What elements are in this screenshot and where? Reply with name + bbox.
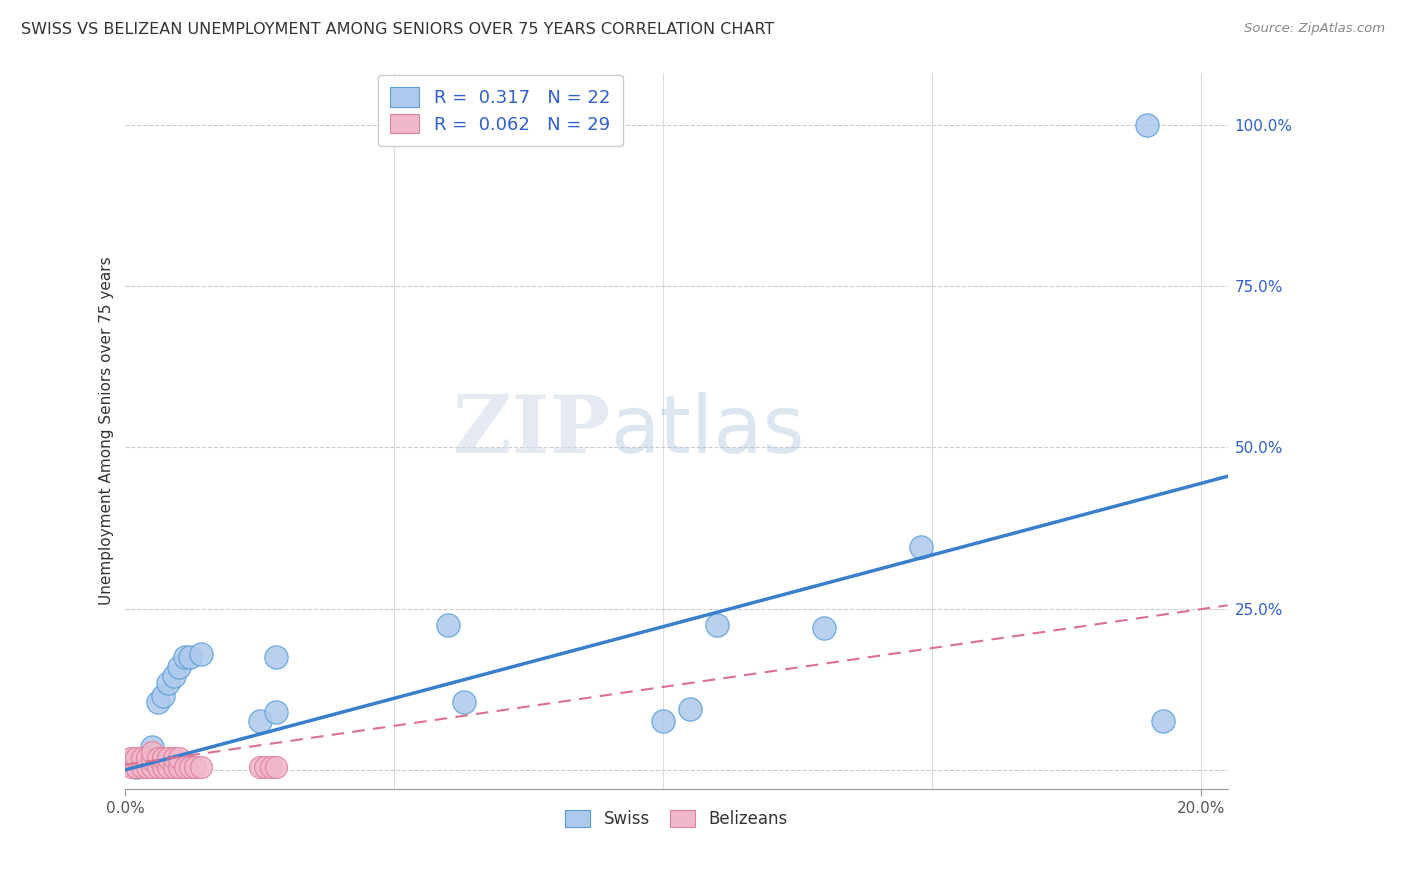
Text: atlas: atlas (610, 392, 804, 470)
Point (706, 617, 728, 632)
Point (120, 751, 142, 765)
Point (249, 714, 271, 729)
Point (910, 541, 932, 555)
Point (167, 659, 190, 673)
Point (254, 759, 277, 773)
Point (190, 759, 212, 773)
Text: Source: ZipAtlas.com: Source: ZipAtlas.com (1244, 22, 1385, 36)
Point (1136, 118, 1159, 132)
Point (120, 759, 142, 773)
Point (453, 695, 475, 709)
Legend: Swiss, Belizeans: Swiss, Belizeans (558, 803, 794, 835)
Point (163, 669, 186, 683)
Point (249, 759, 271, 773)
Point (125, 759, 148, 773)
Point (146, 751, 169, 765)
Point (264, 759, 287, 773)
Point (190, 647, 212, 661)
Point (146, 759, 169, 773)
Point (179, 649, 201, 664)
Point (167, 759, 190, 773)
Point (163, 759, 186, 773)
Point (125, 751, 148, 765)
Point (152, 751, 174, 765)
Point (259, 759, 281, 773)
Point (141, 740, 163, 755)
Point (264, 649, 287, 664)
Point (1152, 714, 1174, 729)
Point (125, 759, 148, 773)
Point (157, 751, 180, 765)
Point (136, 751, 159, 765)
Point (184, 759, 207, 773)
Point (152, 689, 174, 703)
Point (173, 649, 195, 664)
Point (652, 714, 675, 729)
Point (179, 759, 201, 773)
Point (157, 675, 180, 690)
Point (157, 759, 180, 773)
Point (141, 745, 163, 759)
Y-axis label: Unemployment Among Seniors over 75 years: Unemployment Among Seniors over 75 years (100, 257, 114, 606)
Point (163, 751, 186, 765)
Point (146, 695, 169, 709)
Text: SWISS VS BELIZEAN UNEMPLOYMENT AMONG SENIORS OVER 75 YEARS CORRELATION CHART: SWISS VS BELIZEAN UNEMPLOYMENT AMONG SEN… (21, 22, 775, 37)
Point (131, 751, 153, 765)
Point (141, 759, 163, 773)
Point (679, 701, 702, 715)
Point (167, 751, 190, 765)
Point (131, 759, 153, 773)
Point (437, 617, 460, 632)
Point (173, 759, 195, 773)
Text: ZIP: ZIP (453, 392, 610, 470)
Point (813, 621, 835, 635)
Point (136, 759, 159, 773)
Point (264, 705, 287, 719)
Point (141, 753, 163, 767)
Point (152, 759, 174, 773)
